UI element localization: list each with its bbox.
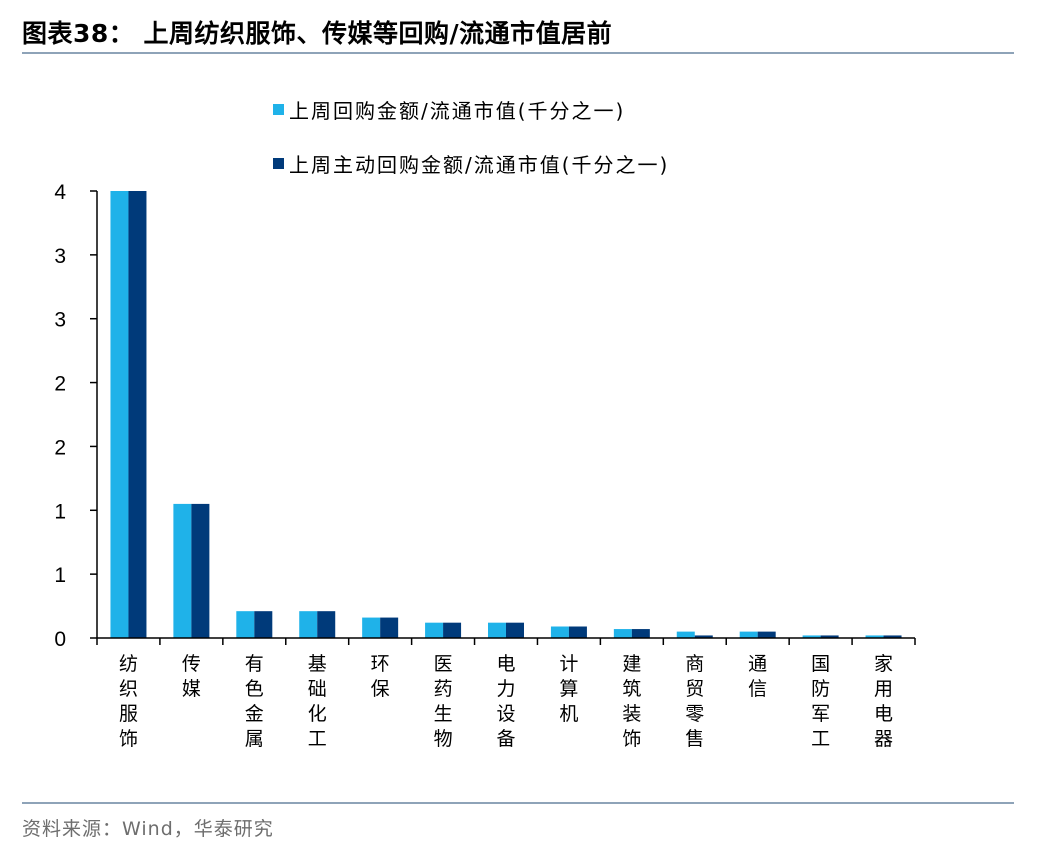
y-tick-label: 3	[54, 245, 66, 268]
bar-buyback	[739, 631, 758, 638]
x-axis: 纺织服饰 传媒 有色金属 基础化工 环保 医药生物 电力设备 计算机 建筑装饰 商贸零售 通信 国防军…	[96, 637, 916, 750]
bar-active-buyback	[568, 626, 587, 638]
bar-buyback	[173, 503, 192, 638]
bar-buyback	[550, 626, 569, 638]
legend-label: 上周回购金额/流通市值(千分之一)	[289, 99, 625, 123]
x-category-label: 家用电器	[874, 653, 893, 750]
bar-active-buyback	[254, 611, 273, 638]
bar-buyback	[802, 635, 821, 638]
bar-active-buyback	[128, 191, 147, 638]
bar-buyback	[362, 617, 381, 638]
x-category-label: 传媒	[182, 653, 201, 700]
bar-buyback	[613, 629, 632, 638]
x-category-label: 商贸零售	[685, 653, 704, 750]
chart-title: 图表38： 上周纺织服饰、传媒等回购/流通市值居前	[22, 19, 613, 48]
y-axis: 0 1 1 2 2 3 3 4	[54, 181, 98, 651]
bar-buyback	[865, 635, 884, 638]
source-divider	[22, 802, 1014, 804]
x-category-label: 医药生物	[434, 653, 453, 750]
x-category-label: 电力设备	[496, 653, 515, 750]
bars	[110, 191, 902, 638]
y-tick-label: 3	[54, 309, 66, 332]
bar-buyback	[425, 622, 444, 638]
x-category-label: 建筑装饰	[622, 653, 641, 750]
x-category-label: 基础化工	[308, 653, 327, 750]
y-tick-label: 4	[54, 181, 66, 204]
chart-legend: 上周回购金额/流通市值(千分之一) 上周主动回购金额/流通市值(千分之一)	[273, 99, 669, 177]
bar-active-buyback	[820, 635, 839, 638]
bar-active-buyback	[694, 635, 713, 638]
y-tick-label: 2	[54, 373, 66, 396]
bar-buyback	[676, 631, 695, 638]
bar-buyback	[110, 191, 129, 638]
x-category-label: 计算机	[559, 653, 578, 725]
bar-active-buyback	[380, 617, 399, 638]
x-category-label: 国防军工	[811, 653, 830, 750]
title-divider	[22, 52, 1014, 54]
y-tick-label: 1	[54, 564, 66, 587]
bar-active-buyback	[191, 503, 210, 638]
x-category-label: 纺织服饰	[119, 653, 138, 750]
bar-active-buyback	[757, 631, 776, 638]
legend-swatch	[273, 104, 284, 115]
bar-buyback	[299, 611, 318, 638]
legend-label: 上周主动回购金额/流通市值(千分之一)	[289, 153, 669, 177]
bar-chart: 上周回购金额/流通市值(千分之一) 上周主动回购金额/流通市值(千分之一) 0 1 1…	[54, 99, 916, 750]
y-tick-label: 1	[54, 500, 66, 523]
bar-active-buyback	[506, 622, 524, 638]
bar-buyback	[488, 622, 506, 638]
source-note: 资料来源：Wind，华泰研究	[22, 818, 274, 840]
bar-active-buyback	[631, 629, 650, 638]
x-category-label: 通信	[748, 653, 767, 700]
bar-active-buyback	[443, 622, 462, 638]
bar-active-buyback	[317, 611, 336, 638]
x-category-label: 有色金属	[245, 653, 264, 750]
legend-swatch	[273, 158, 284, 169]
y-tick-label: 0	[54, 628, 66, 651]
bar-buyback	[236, 611, 255, 638]
bar-active-buyback	[883, 635, 902, 638]
x-category-label: 环保	[371, 653, 390, 700]
y-tick-label: 2	[54, 436, 66, 459]
